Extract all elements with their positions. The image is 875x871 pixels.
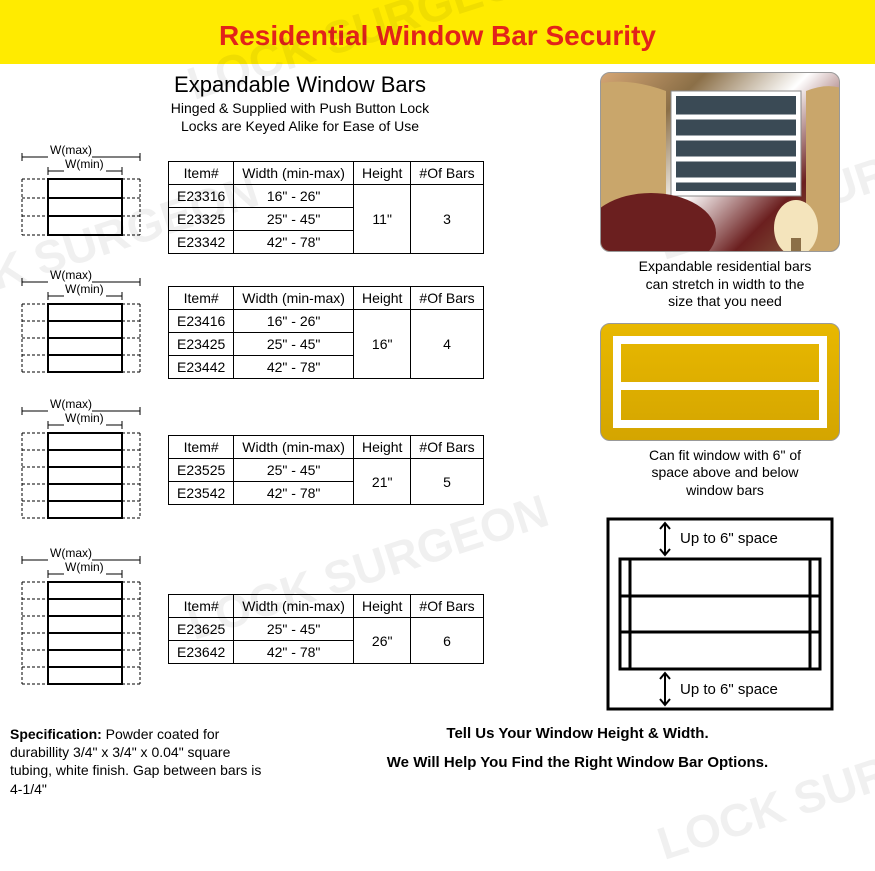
cell: E23416 (169, 310, 234, 333)
diagram-3bar: W(max) W(min) (10, 143, 168, 248)
cell: E23542 (169, 482, 234, 505)
section-title: Expandable Window Bars (10, 72, 590, 98)
section-desc: Hinged & Supplied with Push Button Lock … (10, 100, 590, 135)
cell: 16" - 26" (234, 185, 354, 208)
cap-line: space above and below (651, 464, 798, 480)
header-bar: Residential Window Bar Security (0, 0, 875, 64)
cap-line: window bars (686, 482, 764, 498)
cap-line: Expandable residential bars (639, 258, 812, 274)
col: Width (min-max) (234, 287, 354, 310)
cap-line: can stretch in width to the (646, 276, 805, 292)
cell: 25" - 45" (234, 618, 354, 641)
spec-label: Specification: (10, 726, 102, 742)
cta-line-2: We Will Help You Find the Right Window B… (290, 754, 865, 771)
cell: 42" - 78" (234, 641, 354, 664)
cell: E23525 (169, 459, 234, 482)
cell: 42" - 78" (234, 356, 354, 379)
cell: 16" - 26" (234, 310, 354, 333)
cell: E23642 (169, 641, 234, 664)
col: Height (353, 595, 410, 618)
wmax-label: W(max) (50, 143, 92, 157)
cell: 42" - 78" (234, 482, 354, 505)
col: Width (min-max) (234, 436, 354, 459)
photo-installed-bars (600, 72, 840, 252)
spec-table-3bar: Item#Width (min-max)Height#Of Bars E2331… (168, 161, 484, 254)
cell: 5 (411, 459, 483, 505)
cta-line-1: Tell Us Your Window Height & Width. (290, 725, 865, 742)
cell: 42" - 78" (234, 231, 354, 254)
col-item: Item# (169, 162, 234, 185)
cell: 21" (353, 459, 410, 505)
space-diagram: Up to 6" space Up to 6" space (600, 511, 840, 721)
col: Height (353, 436, 410, 459)
svg-text:W(min): W(min) (65, 411, 104, 425)
col: Width (min-max) (234, 595, 354, 618)
col: #Of Bars (411, 436, 483, 459)
svg-text:W(max): W(max) (50, 397, 92, 411)
cap-line: size that you need (668, 293, 782, 309)
cell: E23442 (169, 356, 234, 379)
col: Item# (169, 595, 234, 618)
cell: 16" (353, 310, 410, 379)
col: Height (353, 287, 410, 310)
cell: 25" - 45" (234, 208, 354, 231)
svg-text:W(max): W(max) (50, 546, 92, 560)
cell: 25" - 45" (234, 333, 354, 356)
desc-line: Hinged & Supplied with Push Button Lock (171, 100, 429, 116)
wmin-label: W(min) (65, 157, 104, 171)
svg-text:W(max): W(max) (50, 268, 92, 282)
spec-block-4bar: W(max) W(min) Item#Width (min-max)Heig (10, 268, 590, 383)
spec-block-5bar: W(max) W(min) Item#Width (m (10, 397, 590, 532)
diagram-6bar: W(max) W(min) (10, 546, 168, 696)
col: #Of Bars (411, 595, 483, 618)
diagram-4bar: W(max) W(min) (10, 268, 168, 383)
space-label-top: Up to 6" space (680, 530, 778, 547)
specification-text: Specification: Powder coated for durabil… (10, 725, 270, 798)
photo-bar-detail (600, 323, 840, 441)
cta-text: Tell Us Your Window Height & Width. We W… (270, 725, 865, 798)
cell: E23342 (169, 231, 234, 254)
caption-1: Expandable residential bars can stretch … (600, 258, 850, 311)
cap-line: Can fit window with 6" of (649, 447, 801, 463)
caption-2: Can fit window with 6" of space above an… (600, 447, 850, 500)
cell: E23325 (169, 208, 234, 231)
cell: 3 (411, 185, 483, 254)
spec-block-6bar: W(max) W(min) It (10, 546, 590, 696)
svg-text:W(min): W(min) (65, 560, 104, 574)
cell: E23625 (169, 618, 234, 641)
diagram-5bar: W(max) W(min) (10, 397, 168, 532)
cell: 4 (411, 310, 483, 379)
spec-table-4bar: Item#Width (min-max)Height#Of Bars E2341… (168, 286, 484, 379)
col-width: Width (min-max) (234, 162, 354, 185)
cell: 11" (353, 185, 410, 254)
col: Item# (169, 287, 234, 310)
cell: 25" - 45" (234, 459, 354, 482)
cell: E23425 (169, 333, 234, 356)
spec-block-3bar: W(max) W(min) (10, 143, 590, 254)
desc-line: Locks are Keyed Alike for Ease of Use (181, 118, 419, 134)
col: Item# (169, 436, 234, 459)
spec-table-6bar: Item#Width (min-max)Height#Of Bars E2362… (168, 594, 484, 664)
space-label-bottom: Up to 6" space (680, 681, 778, 698)
col-bars: #Of Bars (411, 162, 483, 185)
spec-table-5bar: Item#Width (min-max)Height#Of Bars E2352… (168, 435, 484, 505)
col: #Of Bars (411, 287, 483, 310)
cell: E23316 (169, 185, 234, 208)
svg-text:W(min): W(min) (65, 282, 104, 296)
footer: Specification: Powder coated for durabil… (0, 721, 875, 802)
col-height: Height (353, 162, 410, 185)
cell: 26" (353, 618, 410, 664)
cell: 6 (411, 618, 483, 664)
page-title: Residential Window Bar Security (0, 20, 875, 52)
